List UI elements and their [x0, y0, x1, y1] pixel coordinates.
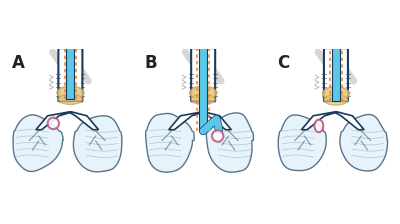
Ellipse shape	[323, 87, 349, 101]
Polygon shape	[13, 115, 63, 172]
Ellipse shape	[191, 94, 215, 104]
FancyBboxPatch shape	[191, 48, 215, 101]
Ellipse shape	[190, 86, 216, 100]
Bar	[199, 46, 207, 131]
Polygon shape	[36, 112, 72, 130]
Polygon shape	[202, 112, 231, 130]
Bar	[66, 46, 74, 99]
Ellipse shape	[314, 120, 323, 132]
Ellipse shape	[58, 94, 82, 104]
Ellipse shape	[324, 95, 348, 105]
Text: A: A	[12, 54, 24, 72]
Bar	[332, 46, 340, 101]
Polygon shape	[69, 112, 98, 130]
Polygon shape	[146, 114, 194, 172]
Polygon shape	[334, 112, 364, 130]
Text: C: C	[277, 54, 289, 72]
Polygon shape	[278, 115, 326, 170]
Ellipse shape	[48, 118, 59, 129]
Polygon shape	[206, 113, 254, 172]
Ellipse shape	[57, 86, 84, 100]
Polygon shape	[302, 112, 338, 130]
Polygon shape	[169, 112, 205, 130]
Polygon shape	[340, 114, 388, 171]
FancyBboxPatch shape	[58, 48, 82, 101]
Polygon shape	[73, 116, 122, 172]
Text: B: B	[144, 54, 157, 72]
Ellipse shape	[212, 130, 223, 142]
FancyBboxPatch shape	[324, 48, 348, 101]
